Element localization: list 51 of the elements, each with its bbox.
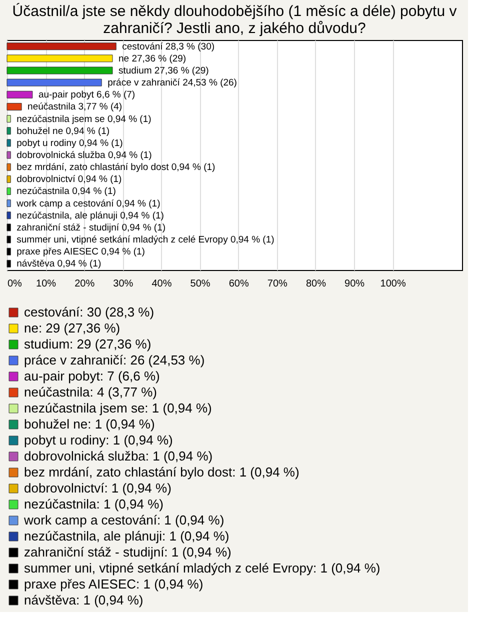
data-label: ne 27,36 % (29) bbox=[118, 53, 186, 64]
legend-label: au-pair pobyt: 7 (6,6 %) bbox=[24, 368, 160, 384]
x-tick-label: 70% bbox=[267, 278, 288, 290]
legend-label: neúčastnila: 4 (3,77 %) bbox=[24, 384, 157, 400]
data-label: neúčastnila 3,77 % (4) bbox=[28, 102, 122, 113]
legend-label: nezúčastnila jsem se: 1 (0,94 %) bbox=[24, 400, 212, 416]
legend-label: nezúčastnila, ale plánuji: 1 (0,94 %) bbox=[24, 528, 230, 544]
legend-label: studium: 29 (27,36 %) bbox=[24, 336, 152, 352]
data-label: dobrovolnická služba 0,94 % (1) bbox=[16, 150, 152, 161]
data-label: pobyt u rodiny 0,94 % (1) bbox=[16, 138, 123, 149]
text: Účastnil/a jste se někdy dlouhodobějšího (1 měsíc a déle) pobytu v bbox=[12, 3, 457, 20]
x-tick-label: 40% bbox=[152, 278, 172, 290]
x-tick-label: 90% bbox=[344, 278, 365, 290]
text: zahraničí? Jestli ano, z jakého důvodu? bbox=[103, 20, 366, 37]
legend-label: summer uni, vtipné setkání mladých z celé Evropy: 1 (0,94 %) bbox=[24, 560, 380, 576]
legend-label: bohužel ne: 1 (0,94 %) bbox=[24, 416, 155, 432]
legend-label: zahraniční stáž - studijní: 1 (0,94 %) bbox=[24, 544, 232, 560]
legend-label: návštěva: 1 (0,94 %) bbox=[24, 592, 144, 608]
x-tick-label: 50% bbox=[190, 278, 210, 290]
legend-label: work camp a cestování: 1 (0,94 %) bbox=[23, 512, 224, 528]
legend-label: dobrovolnictví: 1 (0,94 %) bbox=[24, 480, 172, 496]
x-tick-label: 30% bbox=[113, 278, 134, 290]
data-label: návštěva 0,94 % (1) bbox=[16, 258, 102, 270]
data-label: au-pair pobyt 6,6 % (7) bbox=[38, 90, 136, 101]
x-tick-label: 80% bbox=[306, 278, 326, 290]
legend-label: pobyt u rodiny: 1 (0,94 %) bbox=[24, 432, 173, 448]
x-tick-label: 20% bbox=[74, 278, 95, 290]
data-label: nezúčastnila, ale plánuji 0,94 % (1) bbox=[16, 210, 164, 222]
legend-label: dobrovolnická služba: 1 (0,94 %) bbox=[24, 448, 213, 464]
x-tick-label: 0% bbox=[8, 278, 22, 290]
data-label: cestování 28,3 % (30) bbox=[122, 41, 215, 52]
data-label: práce v zahraničí 24,53 % (26) bbox=[108, 78, 237, 89]
data-label: summer uni, vtipné setkání mladých z celé Evropy 0,94 % (1) bbox=[16, 234, 274, 246]
data-label: bohužel ne 0,94 % (1) bbox=[16, 126, 110, 137]
legend-label: cestování: 30 (28,3 %) bbox=[24, 304, 154, 320]
legend-label: práce v zahraničí: 26 (24,53 %) bbox=[24, 352, 205, 368]
x-tick-label: 10% bbox=[36, 278, 56, 290]
data-label: bez mrdání, zato chlastání bylo dost 0,94 % (1) bbox=[16, 162, 216, 174]
data-label: zahraniční stáž - studijní 0,94 % (1) bbox=[16, 222, 166, 234]
x-tick-label: 100% bbox=[380, 278, 406, 290]
data-label: praxe přes AIESEC 0,94 % (1) bbox=[16, 246, 145, 258]
data-label: nezúčastnila 0,94 % (1) bbox=[16, 186, 116, 198]
legend-label: nezúčastnila: 1 (0,94 %) bbox=[24, 496, 164, 512]
data-label: studium 27,36 % (29) bbox=[118, 65, 209, 76]
data-label: nezúčastnila jsem se 0,94 % (1) bbox=[16, 114, 152, 125]
legend-label: ne: 29 (27,36 %) bbox=[24, 320, 120, 336]
data-label: work camp a cestování 0,94 % (1) bbox=[16, 198, 160, 210]
legend-label: bez mrdání, zato chlastání bylo dost: 1 (0,94 %) bbox=[24, 464, 300, 480]
x-tick-label: 60% bbox=[228, 278, 249, 290]
data-label: dobrovolnictví 0,94 % (1) bbox=[16, 174, 122, 186]
legend-label: praxe přes AIESEC: 1 (0,94 %) bbox=[24, 576, 204, 592]
